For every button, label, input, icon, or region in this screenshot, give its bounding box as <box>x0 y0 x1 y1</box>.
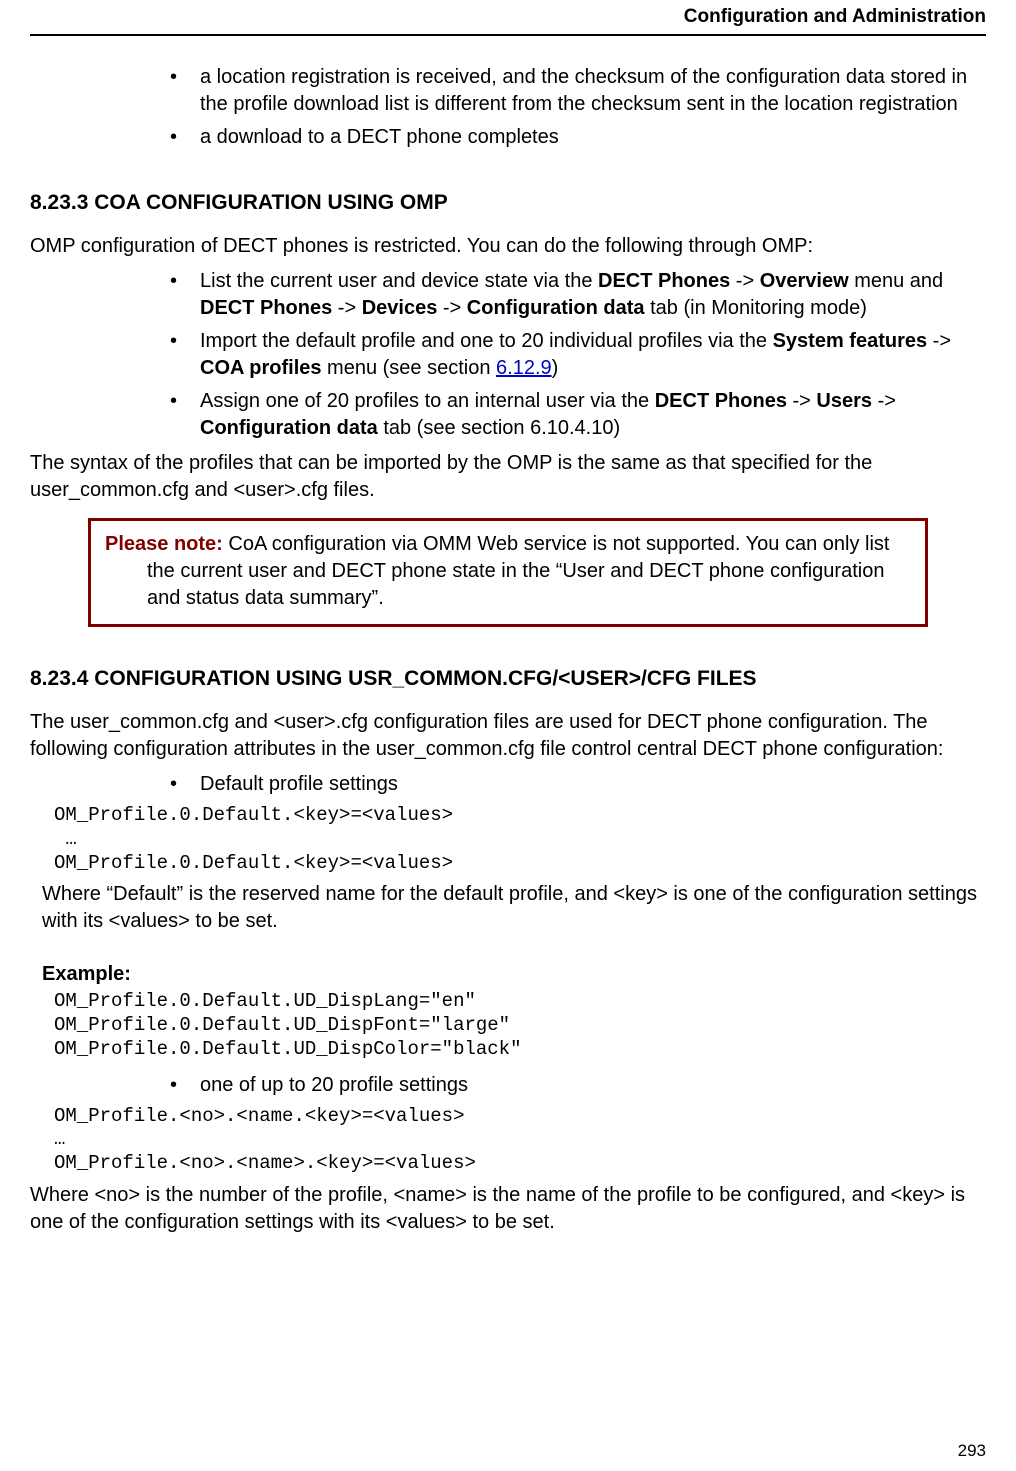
bold-text: DECT Phones <box>655 390 787 412</box>
list-item: Import the default profile and one to 20… <box>170 328 986 382</box>
list-item: Assign one of 20 profiles to an internal… <box>170 388 986 442</box>
running-header: Configuration and Administration <box>30 0 986 34</box>
cfg-bullet-list-2: one of up to 20 profile settings <box>170 1072 986 1099</box>
code-block: OM_Profile.0.Default.<key>=<values> … OM… <box>54 804 986 875</box>
text: tab (in Monitoring mode) <box>645 297 867 319</box>
bold-text: Devices <box>362 297 438 319</box>
bold-text: DECT Phones <box>598 270 730 292</box>
omp-bullet-list: List the current user and device state v… <box>170 268 986 442</box>
text: List the current user and device state v… <box>200 270 598 292</box>
intro-bullet-list: a location registration is received, and… <box>170 64 986 151</box>
cfg-bullet-list-1: Default profile settings <box>170 771 986 798</box>
list-item: a location registration is received, and… <box>170 64 986 118</box>
note-body: CoA configuration via OMM Web service is… <box>147 533 889 609</box>
text: -> <box>437 297 466 319</box>
code-block: OM_Profile.<no>.<name.<key>=<values> … O… <box>54 1105 986 1176</box>
body-paragraph: Where <no> is the number of the profile,… <box>30 1182 986 1236</box>
text: ) <box>552 357 559 379</box>
text: menu and <box>849 270 944 292</box>
note-lead: Please note: <box>105 533 223 555</box>
example-label: Example: <box>42 963 986 986</box>
section-heading: 8.23.4 CONFIGURATION USING USR_COMMON.CF… <box>30 667 986 691</box>
bold-text: DECT Phones <box>200 297 332 319</box>
list-item: List the current user and device state v… <box>170 268 986 322</box>
section-heading: 8.23.3 COA CONFIGURATION USING OMP <box>30 191 986 215</box>
note-box: Please note: CoA configuration via OMM W… <box>88 518 928 627</box>
text: -> <box>872 390 896 412</box>
list-item: one of up to 20 profile settings <box>170 1072 986 1099</box>
body-paragraph: Where “Default” is the reserved name for… <box>42 881 986 935</box>
text: menu (see section <box>322 357 497 379</box>
list-item: Default profile settings <box>170 771 986 798</box>
text: tab (see section 6.10.4.10) <box>378 417 620 439</box>
bold-text: System features <box>773 330 928 352</box>
body-paragraph: The user_common.cfg and <user>.cfg confi… <box>30 709 986 763</box>
text: -> <box>332 297 361 319</box>
code-block: OM_Profile.0.Default.UD_DispLang="en" OM… <box>54 990 986 1061</box>
text: Assign one of 20 profiles to an internal… <box>200 390 655 412</box>
bold-text: Configuration data <box>200 417 378 439</box>
body-paragraph: OMP configuration of DECT phones is rest… <box>30 233 986 260</box>
bold-text: Users <box>816 390 872 412</box>
bold-text: Overview <box>760 270 849 292</box>
bold-text: Configuration data <box>467 297 645 319</box>
page: Configuration and Administration a locat… <box>0 0 1016 1471</box>
page-number: 293 <box>958 1441 986 1461</box>
text: -> <box>927 330 951 352</box>
body-paragraph: The syntax of the profiles that can be i… <box>30 450 986 504</box>
bold-text: COA profiles <box>200 357 322 379</box>
text: Import the default profile and one to 20… <box>200 330 773 352</box>
list-item: a download to a DECT phone completes <box>170 124 986 151</box>
note-text: Please note: CoA configuration via OMM W… <box>105 531 911 612</box>
header-rule <box>30 34 986 36</box>
xref-link[interactable]: 6.12.9 <box>496 357 552 379</box>
text: -> <box>787 390 816 412</box>
text: -> <box>730 270 759 292</box>
